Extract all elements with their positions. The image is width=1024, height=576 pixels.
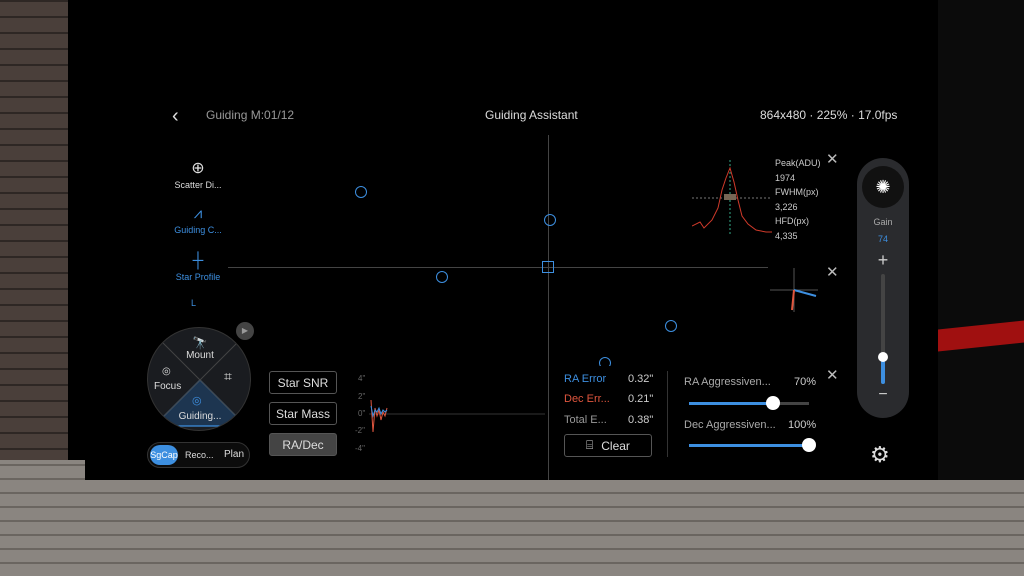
guiding-chart: 4" 2" 0" -2" -4" <box>355 372 545 456</box>
fwhm-value: 3,226 <box>775 201 798 212</box>
constellation-icon[interactable]: ⌗ <box>224 368 232 384</box>
gain-label: Gain <box>873 217 893 227</box>
gain-value: 74 <box>877 234 888 244</box>
background-right <box>938 0 1024 480</box>
mode-record[interactable]: Reco... <box>185 450 214 460</box>
y-tick: -2" <box>355 426 365 435</box>
wheel-focus[interactable]: Focus <box>154 381 182 392</box>
gain-slider[interactable] <box>878 274 888 384</box>
star-marker[interactable] <box>355 186 367 198</box>
ra-series <box>370 405 388 418</box>
sidebar-extra: L <box>191 298 197 308</box>
ra-error-value: 0.32" <box>628 373 654 385</box>
star-profile-icon: ┼ <box>192 252 204 269</box>
dec-aggressiveness-slider[interactable] <box>689 438 816 452</box>
sidebar-item-guiding-chart[interactable]: ⩘ Guiding C... <box>170 205 226 235</box>
dec-aggressiveness-label: Dec Aggressiven... <box>684 419 776 431</box>
sidebar-item-label: Scatter Di... <box>174 180 222 190</box>
shutter-icon[interactable]: ✺ <box>862 166 904 208</box>
star-snr-button[interactable]: Star SNR <box>269 371 337 394</box>
y-tick: 4" <box>358 374 366 383</box>
frame-info: 864x480 · 225% · 17.0fps <box>760 108 898 122</box>
peak-label: Peak(ADU) <box>775 158 821 168</box>
gain-panel: ✺ Gain 74 + − <box>857 158 909 418</box>
sidebar-item-label: Guiding C... <box>174 225 222 235</box>
total-error-value: 0.38" <box>628 414 654 426</box>
guiding-subtitle: Guiding M:01/12 <box>206 108 295 122</box>
chart-icon: ⩘ <box>193 205 203 222</box>
ra-aggressiveness-value: 70% <box>794 376 817 388</box>
star-marker[interactable] <box>436 271 448 283</box>
wheel-mount[interactable]: Mount <box>186 350 214 361</box>
star-profile-graph <box>692 160 772 236</box>
y-tick: -4" <box>355 444 365 453</box>
gear-icon[interactable]: ⚙ <box>870 442 890 467</box>
sidebar-item-label: Star Profile <box>175 272 221 282</box>
slider-thumb[interactable] <box>802 438 816 452</box>
ra-error-label: RA Error <box>564 373 607 385</box>
telescope-icon: 🔭 <box>192 336 208 350</box>
y-tick: 0" <box>358 409 366 418</box>
star-profile-stats: Peak(ADU) 1974 FWHM(px) 3,226 HFD(px) 4,… <box>775 156 821 243</box>
star-marker[interactable] <box>544 214 556 226</box>
focus-icon: ◎ <box>162 366 171 377</box>
sidebar-item-star-profile[interactable]: ┼ Star Profile <box>170 252 226 282</box>
close-star-profile-icon[interactable]: ✕ <box>826 151 839 168</box>
close-scatter-icon[interactable]: ✕ <box>826 264 839 281</box>
y-tick: 2" <box>358 392 366 401</box>
dec-series <box>370 399 388 433</box>
star-mass-button[interactable]: Star Mass <box>269 402 337 425</box>
total-error-label: Total E... <box>564 414 607 426</box>
hfd-label: HFD(px) <box>775 216 809 226</box>
page-title: Guiding Assistant <box>485 108 578 122</box>
slider-thumb[interactable] <box>766 396 780 410</box>
guiding-icon: ◎ <box>192 395 202 407</box>
dec-error-label: Dec Err... <box>564 393 610 405</box>
ra-aggressiveness-label: RA Aggressiven... <box>684 376 771 388</box>
close-assistant-icon[interactable]: ✕ <box>826 367 839 384</box>
clear-label: Clear <box>601 438 630 453</box>
dec-aggressiveness-value: 100% <box>788 419 817 431</box>
dec-error-value: 0.21" <box>628 393 654 405</box>
crosshair-vertical <box>548 135 549 480</box>
ra-aggressiveness-slider[interactable] <box>689 396 809 410</box>
scatter-graph <box>770 268 818 312</box>
hfd-value: 4,335 <box>775 230 798 241</box>
peak-value: 1974 <box>775 172 796 183</box>
background-wall <box>0 0 68 480</box>
slider-thumb[interactable] <box>878 351 888 362</box>
back-button[interactable]: ‹ <box>172 105 179 127</box>
crosshair-horizontal <box>228 267 768 268</box>
gain-decrease-button[interactable]: − <box>878 386 888 403</box>
play-button[interactable]: ▶ <box>236 322 254 340</box>
mode-wheel: 🔭 Mount ◎ Focus ⌗ ◎ Guiding... <box>147 327 251 431</box>
star-marker[interactable] <box>665 320 677 332</box>
divider <box>667 371 668 457</box>
sidebar-item-scatter[interactable]: ⊕ Scatter Di... <box>170 158 226 190</box>
crosshair-icon: ⊕ <box>191 160 205 177</box>
clear-button[interactable]: ⌸ Clear <box>564 434 652 457</box>
fwhm-label: FWHM(px) <box>775 187 819 197</box>
guide-star-box <box>542 261 554 273</box>
mode-switch: SgCap Reco... Plan <box>147 442 250 468</box>
broom-icon: ⌸ <box>586 438 594 452</box>
gain-increase-button[interactable]: + <box>877 250 889 270</box>
mode-sgcap[interactable]: SgCap <box>150 445 178 465</box>
ra-dec-button[interactable]: RA/Dec <box>269 433 337 456</box>
mode-plan[interactable]: Plan <box>224 449 245 460</box>
wheel-guiding[interactable]: Guiding... <box>178 411 222 422</box>
